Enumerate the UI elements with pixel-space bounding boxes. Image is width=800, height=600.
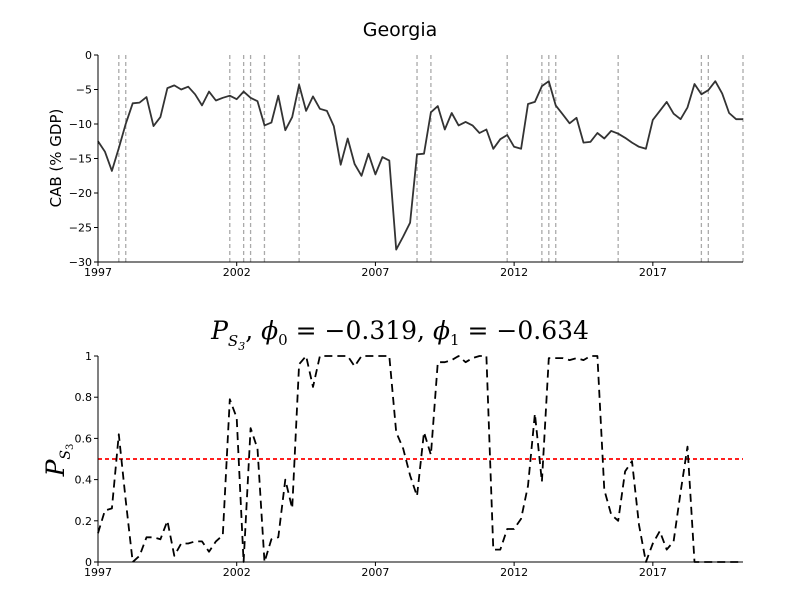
x-tick-label: 2017 [639, 266, 667, 279]
cab-series-line [97, 80, 743, 251]
recession-vlines [118, 55, 744, 262]
cab-y-axis-label: CAB (% GDP) [47, 109, 65, 208]
cab-axis-ticks: 1997 2002 2007 2012 2017 0 −5 −10 −15 −20 −25 −30 [69, 49, 667, 279]
cab-chart-title: Georgia [363, 19, 438, 41]
y-tick-label: −5 [76, 84, 92, 97]
y-tick-label: 0.8 [75, 391, 93, 404]
x-tick-label: 1997 [84, 266, 112, 279]
probability-series-line [97, 355, 743, 563]
y-tick-label: −10 [69, 118, 92, 131]
y-tick-label: 1 [85, 350, 92, 363]
y-tick-label: 0.2 [75, 515, 93, 528]
y-tick-label: 0.4 [75, 474, 93, 487]
probability-chart: PS3, ϕ0 = −0.319, ϕ1 = −0.634 PS3 1997 20… [41, 316, 743, 579]
x-tick-label: 2007 [361, 266, 389, 279]
y-tick-label: 0.6 [75, 432, 93, 445]
y-tick-label: −25 [69, 222, 92, 235]
y-tick-label: −30 [69, 256, 92, 269]
x-tick-label: 2017 [639, 566, 667, 579]
y-tick-label: 0 [85, 49, 92, 62]
probability-chart-title: PS3, ϕ0 = −0.319, ϕ1 = −0.634 [210, 316, 589, 353]
x-tick-label: 2002 [223, 266, 251, 279]
x-tick-label: 2002 [223, 566, 251, 579]
y-tick-label: −15 [69, 153, 92, 166]
x-tick-label: 1997 [84, 566, 112, 579]
y-tick-label: 0 [85, 556, 92, 569]
cab-chart: Georgia CAB (% GDP) 1997 2002 2007 2012 2017… [47, 19, 744, 279]
x-tick-label: 2012 [500, 266, 528, 279]
x-tick-label: 2007 [361, 566, 389, 579]
y-tick-label: −20 [69, 187, 92, 200]
probability-axis-ticks: 1997 2002 2007 2012 2017 0 0.2 0.4 0.6 0.8 1 [75, 350, 667, 579]
x-tick-label: 2012 [500, 566, 528, 579]
probability-y-axis-label: PS3 [41, 444, 76, 478]
